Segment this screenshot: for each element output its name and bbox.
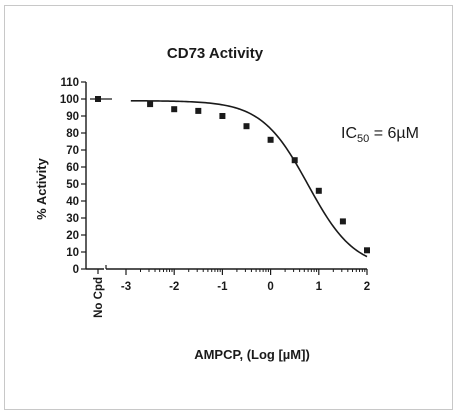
y-tick-label-100: 100 (60, 94, 79, 106)
y-tick-label-20: 20 (66, 230, 79, 242)
data-marks (90, 96, 370, 258)
x-axis-label: AMPCP, (Log [µM]) (194, 347, 310, 362)
y-tick-label-110: 110 (60, 77, 79, 89)
x-tick-label-1: 1 (316, 281, 323, 293)
y-tick-label-60: 60 (66, 162, 79, 174)
x-tick-label--2: -2 (169, 281, 179, 293)
y-tick-label-10: 10 (66, 247, 79, 259)
ic50-suffix: = 6µM (369, 125, 419, 142)
y-tick-label-80: 80 (66, 128, 79, 140)
x-tick-label-2: 2 (364, 281, 370, 293)
y-tick-label-30: 30 (66, 213, 79, 225)
data-point-3 (219, 113, 226, 119)
y-tick-label-40: 40 (66, 196, 79, 208)
y-tick-label-90: 90 (66, 111, 79, 123)
chart-frame: CD73 Activity % Activity AMPCP, (Log [µM… (4, 5, 453, 410)
data-point-6 (291, 157, 298, 164)
y-tick-label-70: 70 (66, 145, 79, 157)
y-tick-label-50: 50 (66, 179, 79, 191)
control-point (95, 96, 101, 102)
data-point-9 (364, 247, 370, 254)
x-tick-label--3: -3 (121, 281, 131, 293)
ic50-subscript: 50 (357, 133, 369, 145)
ic50-prefix: IC (341, 125, 357, 142)
ic50-annotation: IC50 = 6µM (341, 125, 419, 145)
data-point-4 (243, 123, 250, 130)
data-point-0 (147, 101, 154, 108)
chart-title: CD73 Activity (167, 45, 264, 62)
y-axis-label: % Activity (34, 157, 49, 219)
data-point-1 (171, 106, 178, 113)
x-tick-label--1: -1 (217, 281, 228, 293)
axes: 0 10 20 30 40 50 60 70 80 90 100 110 No Cpd -3 -2 -1 0 1 2 (60, 77, 370, 318)
fit-curve (130, 99, 368, 258)
data-point-2 (195, 107, 202, 114)
data-point-7 (315, 187, 322, 194)
control-label: No Cpd (93, 277, 105, 318)
data-point-8 (339, 218, 346, 225)
chart-svg: CD73 Activity % Activity AMPCP, (Log [µM… (34, 45, 419, 362)
data-point-5 (267, 136, 274, 143)
x-tick-label-0: 0 (267, 281, 273, 293)
y-tick-label-0: 0 (73, 264, 79, 276)
